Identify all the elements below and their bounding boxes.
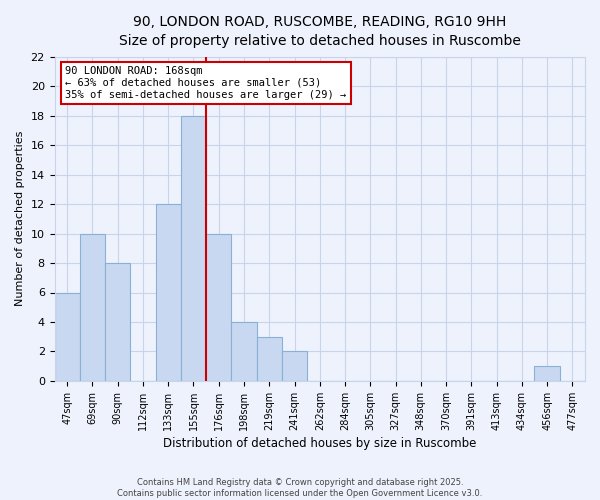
Bar bbox=[105, 263, 130, 381]
Bar bbox=[55, 292, 80, 381]
Title: 90, LONDON ROAD, RUSCOMBE, READING, RG10 9HH
Size of property relative to detach: 90, LONDON ROAD, RUSCOMBE, READING, RG10… bbox=[119, 15, 521, 48]
Bar bbox=[535, 366, 560, 381]
Bar bbox=[155, 204, 181, 381]
X-axis label: Distribution of detached houses by size in Ruscombe: Distribution of detached houses by size … bbox=[163, 437, 476, 450]
Text: 90 LONDON ROAD: 168sqm
← 63% of detached houses are smaller (53)
35% of semi-det: 90 LONDON ROAD: 168sqm ← 63% of detached… bbox=[65, 66, 346, 100]
Bar bbox=[282, 352, 307, 381]
Y-axis label: Number of detached properties: Number of detached properties bbox=[15, 131, 25, 306]
Bar bbox=[232, 322, 257, 381]
Text: Contains HM Land Registry data © Crown copyright and database right 2025.
Contai: Contains HM Land Registry data © Crown c… bbox=[118, 478, 482, 498]
Bar bbox=[206, 234, 232, 381]
Bar bbox=[80, 234, 105, 381]
Bar bbox=[257, 336, 282, 381]
Bar bbox=[181, 116, 206, 381]
